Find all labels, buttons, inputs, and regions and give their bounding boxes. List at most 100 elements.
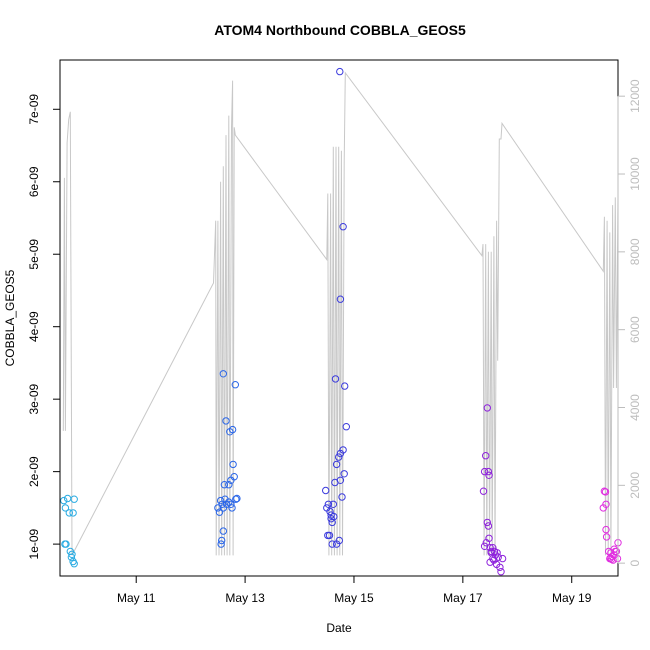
- data-point: [70, 495, 78, 503]
- data-point: [61, 504, 70, 512]
- data-point: [215, 508, 224, 516]
- data-point: [214, 504, 222, 512]
- y-axis-label: COBBLA_GEOS5: [3, 269, 17, 366]
- data-point: [485, 471, 493, 479]
- data-point: [493, 549, 501, 557]
- data-point: [494, 553, 502, 561]
- y-right-tick-label: 4000: [628, 394, 642, 421]
- y-left-tick-label: 6e-09: [27, 166, 41, 197]
- data-point: [338, 493, 346, 501]
- data-point: [216, 496, 225, 505]
- data-point: [219, 527, 228, 535]
- data-point: [67, 553, 76, 561]
- x-tick-label: May 11: [117, 591, 156, 605]
- altitude-line: [62, 71, 619, 556]
- data-point: [228, 425, 237, 434]
- data-point: [601, 488, 610, 496]
- y-left-tick-label: 4e-09: [27, 311, 41, 342]
- data-point: [322, 486, 330, 495]
- altitude-layer: [62, 71, 619, 556]
- data-point: [324, 500, 333, 508]
- data-point: [485, 534, 493, 542]
- data-point: [218, 536, 226, 545]
- data-point: [222, 417, 230, 425]
- data-point: [225, 481, 233, 489]
- data-point: [479, 487, 488, 495]
- data-point: [483, 404, 491, 412]
- data-point: [336, 295, 345, 303]
- y-left-tick-label: 1e-09: [27, 528, 41, 559]
- y-left-tick-label: 7e-09: [27, 94, 41, 125]
- y-axis-left: 1e-09 2e-09 3e-09 4e-09 5e-09 6e-09 7e-09: [27, 94, 61, 559]
- data-point: [326, 507, 334, 516]
- data-point: [62, 540, 70, 548]
- data-point: [607, 555, 616, 563]
- data-point: [339, 223, 347, 231]
- y-right-tick-label: 10000: [628, 157, 642, 191]
- data-point: [484, 522, 493, 530]
- y-left-tick-label: 5e-09: [27, 239, 41, 270]
- data-point: [482, 452, 490, 460]
- x-tick-label: May 17: [443, 591, 483, 605]
- data-point: [483, 518, 491, 527]
- data-point: [336, 476, 345, 484]
- data-point: [486, 544, 494, 552]
- y-left-tick-label: 3e-09: [27, 384, 41, 415]
- data-point: [486, 558, 494, 566]
- data-point: [339, 446, 347, 454]
- data-point: [231, 381, 240, 389]
- data-point: [68, 550, 76, 558]
- y-left-tick-label: 2e-09: [27, 456, 41, 487]
- data-point: [60, 496, 68, 505]
- data-point: [225, 498, 233, 506]
- data-point: [220, 481, 229, 489]
- data-point: [233, 494, 241, 503]
- data-point: [342, 423, 350, 431]
- data-point: [232, 495, 240, 503]
- data-point: [606, 554, 615, 562]
- data-point: [497, 568, 505, 576]
- data-point: [328, 540, 336, 548]
- data-point: [329, 500, 337, 508]
- y-right-tick-label: 0: [628, 560, 642, 567]
- data-point: [480, 467, 489, 476]
- data-point: [336, 67, 344, 76]
- x-tick-label: May 19: [552, 591, 592, 605]
- y-axis-right: 0 2000 4000 6000 8000 10000 12000: [617, 79, 642, 567]
- data-point: [612, 547, 621, 556]
- data-point: [602, 533, 611, 541]
- data-point: [228, 504, 236, 512]
- data-point: [496, 563, 504, 571]
- x-tick-label: May 15: [334, 591, 374, 605]
- data-point: [217, 540, 225, 548]
- data-point: [602, 525, 610, 534]
- data-point: [330, 512, 338, 521]
- data-point: [69, 509, 77, 517]
- x-tick-label: May 13: [225, 591, 265, 605]
- y-right-tick-label: 8000: [628, 238, 642, 265]
- data-point: [227, 500, 235, 508]
- data-point: [63, 494, 72, 503]
- x-axis: May 11 May 13 May 15 May 17 May 19: [117, 575, 592, 605]
- data-point: [335, 453, 343, 461]
- data-point: [341, 382, 349, 390]
- data-point: [498, 554, 507, 563]
- data-point: [600, 487, 609, 495]
- data-point: [65, 509, 74, 517]
- data-point: [332, 460, 341, 469]
- data-point: [340, 470, 348, 478]
- chart-title: ATOM4 Northbound COBBLA_GEOS5: [214, 22, 466, 38]
- data-point: [219, 370, 228, 378]
- data-point: [222, 500, 231, 508]
- data-point: [229, 460, 237, 469]
- data-point: [610, 545, 618, 553]
- y-right-tick-label: 2000: [628, 472, 642, 499]
- data-point: [602, 500, 610, 508]
- data-point: [489, 544, 497, 552]
- data-point: [227, 476, 235, 484]
- data-point: [331, 375, 340, 383]
- data-point: [480, 542, 489, 550]
- data-points: [60, 67, 622, 576]
- data-point: [70, 560, 78, 568]
